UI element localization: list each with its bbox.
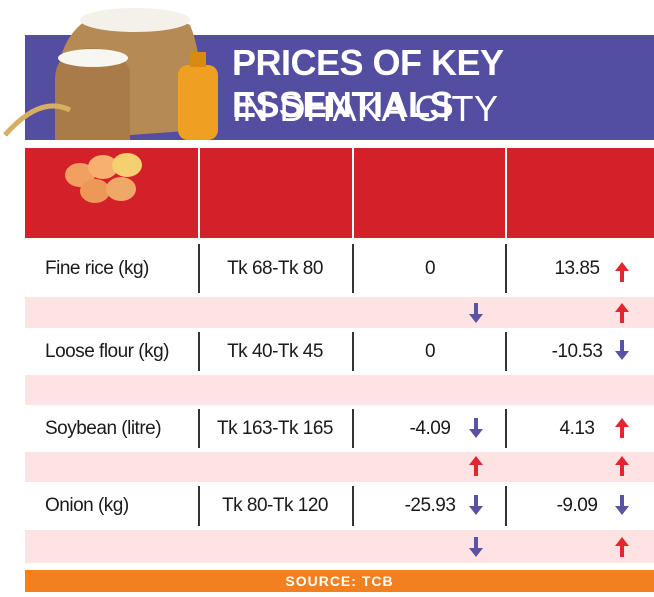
down-arrow [614, 339, 630, 361]
illustration [3, 8, 218, 140]
down-arrow [614, 494, 630, 516]
item-name: Onion (kg) [45, 495, 129, 516]
column-divider [352, 486, 354, 526]
indicator-row [25, 530, 654, 563]
header-divider [352, 148, 354, 238]
down-arrow [468, 302, 484, 324]
item-name: Fine rice (kg) [45, 257, 149, 279]
item-name: Loose flour (kg) [45, 340, 170, 362]
up-arrow [614, 417, 630, 439]
price-range: Tk 40-Tk 45 [227, 340, 323, 362]
column-divider [505, 486, 507, 526]
header-divider [198, 148, 200, 238]
change-value: 0 [424, 257, 436, 279]
column-divider [505, 332, 507, 371]
up-arrow [468, 455, 484, 477]
up-arrow [614, 536, 630, 558]
change-value: -4.09 [409, 417, 451, 439]
change-value: -25.93 [404, 495, 456, 516]
column-divider [505, 409, 507, 448]
change-value: 0 [424, 340, 436, 362]
subtitle: IN DHAKA CITY [232, 88, 499, 129]
column-divider [352, 332, 354, 371]
column-divider [198, 409, 200, 448]
header-divider [505, 148, 507, 238]
column-divider [198, 332, 200, 371]
up-arrow [614, 261, 630, 283]
column-divider [505, 244, 507, 293]
title: PRICES OF KEY ESSENTIALS [232, 42, 503, 125]
indicator-row [25, 375, 654, 405]
column-divider [352, 244, 354, 293]
item-name: Soybean (litre) [45, 417, 162, 439]
column-divider [198, 244, 200, 293]
price-range: Tk 163-Tk 165 [217, 417, 334, 439]
eggs-illustration [65, 153, 142, 203]
change-value: 13.85 [554, 257, 600, 279]
down-arrow [468, 494, 484, 516]
up-arrow [614, 455, 630, 477]
indicator-row [25, 452, 654, 482]
indicator-row [25, 297, 654, 328]
change-value: -10.53 [551, 340, 603, 362]
column-divider [352, 409, 354, 448]
up-arrow [614, 302, 630, 324]
down-arrow [468, 417, 484, 439]
column-divider [198, 486, 200, 526]
price-range: Tk 68-Tk 80 [227, 257, 323, 279]
source: SOURCE: TCB [25, 570, 654, 592]
price-range: Tk 80-Tk 120 [222, 495, 328, 516]
down-arrow [468, 536, 484, 558]
change-value: 4.13 [559, 417, 595, 439]
change-value: -9.09 [556, 495, 598, 516]
